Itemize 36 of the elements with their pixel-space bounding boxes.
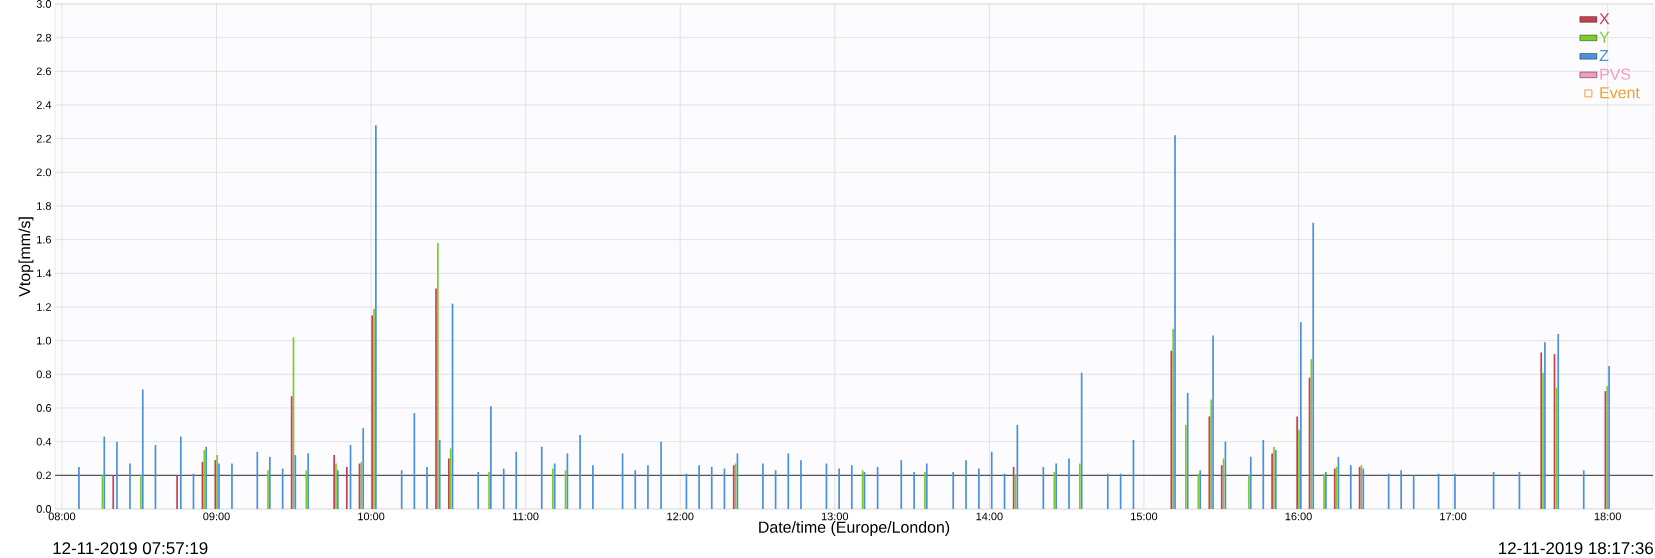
y-tick-label: 2.8 [36, 33, 52, 42]
y-tick-label: 1.6 [37, 235, 52, 244]
x-tick-label: 16:00 [1285, 512, 1312, 521]
y-tick-label: 2.6 [36, 67, 52, 76]
y-axis-title: Vtop[mm/s] [18, 217, 34, 297]
legend-label: Event [1600, 87, 1640, 99]
legend-label: PVS [1600, 68, 1631, 80]
x-tick-label: 08:00 [48, 512, 76, 521]
y-tick-label: 0.8 [36, 370, 52, 379]
x-axis-title: Date/time (Europe/London) [759, 521, 950, 536]
y-tick-label: 0.4 [36, 437, 52, 446]
text: 12-11-2019 07:57:19 [53, 542, 208, 555]
x-tick-label: 12:00 [667, 512, 694, 521]
x-tick-label: 11:00 [513, 512, 539, 521]
x-tick-label: 14:00 [976, 512, 1003, 521]
y-tick-label: 1.4 [37, 269, 52, 278]
x-tick-label: 10:00 [358, 512, 385, 521]
x-tick-label: 18:00 [1594, 512, 1621, 521]
y-tick-label: 1.2 [37, 303, 51, 311]
y-tick-label: 3.0 [36, 0, 52, 8]
y-tick-label: 2.4 [36, 101, 52, 109]
y-tick-label: 0.6 [36, 404, 52, 412]
text: 12-11-2019 18:17:36 [1499, 542, 1654, 555]
y-tick-label: 0.2 [36, 471, 51, 480]
x-tick-label: 17:00 [1440, 512, 1467, 521]
y-tick-label: 2.0 [36, 168, 52, 177]
x-tick-label: 09:00 [203, 512, 230, 521]
y-tick-label: 1.8 [37, 202, 52, 210]
x-tick-label: 13:00 [821, 512, 849, 521]
legend-label: Z [1599, 50, 1609, 62]
x-tick-label: 15:00 [1131, 512, 1158, 521]
legend-label: Y [1599, 31, 1610, 43]
y-tick-label: 1.0 [37, 336, 52, 345]
y-tick-label: 0.0 [36, 505, 52, 513]
y-tick-label: 2.2 [36, 134, 51, 143]
legend-label: X [1599, 13, 1610, 25]
